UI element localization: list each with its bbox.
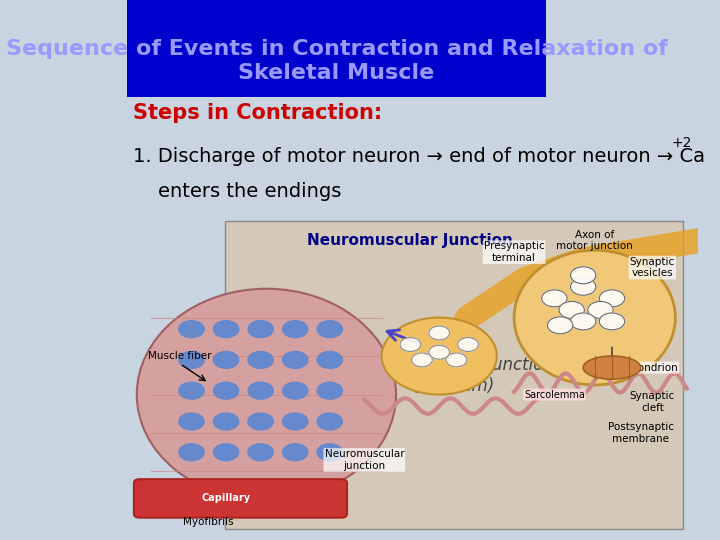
Circle shape: [317, 321, 343, 338]
Circle shape: [317, 352, 343, 368]
Circle shape: [282, 413, 308, 430]
Circle shape: [429, 326, 449, 340]
Circle shape: [213, 352, 239, 368]
Text: 1. Discharge of motor neuron → end of motor neuron → Ca: 1. Discharge of motor neuron → end of mo…: [133, 147, 705, 166]
Circle shape: [570, 313, 596, 330]
Circle shape: [179, 444, 204, 461]
Circle shape: [559, 301, 585, 319]
Text: +2: +2: [671, 136, 692, 150]
Text: Synaptic
vesicles: Synaptic vesicles: [630, 257, 675, 279]
Circle shape: [429, 345, 449, 359]
Circle shape: [248, 382, 274, 399]
Bar: [225, 221, 683, 529]
Circle shape: [213, 382, 239, 399]
Ellipse shape: [137, 289, 396, 501]
Circle shape: [213, 321, 239, 338]
Text: Sequence of Events in Contraction and Relaxation of: Sequence of Events in Contraction and Re…: [6, 38, 667, 59]
Circle shape: [400, 338, 420, 352]
Circle shape: [282, 444, 308, 461]
Circle shape: [317, 444, 343, 461]
Ellipse shape: [382, 318, 497, 395]
Circle shape: [248, 352, 274, 368]
Text: Capillary: Capillary: [202, 494, 251, 503]
Text: Presynaptic
terminal: Presynaptic terminal: [484, 241, 544, 263]
Text: Axon of
motor junction: Axon of motor junction: [557, 230, 633, 252]
Circle shape: [570, 267, 596, 284]
Text: Neuromuscular Junction
(diagram): Neuromuscular Junction (diagram): [354, 356, 554, 395]
Circle shape: [248, 413, 274, 430]
Circle shape: [588, 301, 613, 319]
Text: Skeletal Muscle: Skeletal Muscle: [238, 63, 435, 83]
Circle shape: [179, 382, 204, 399]
FancyBboxPatch shape: [134, 479, 347, 518]
Text: Synaptic
cleft: Synaptic cleft: [630, 392, 675, 413]
Circle shape: [317, 382, 343, 399]
Circle shape: [458, 338, 478, 352]
Text: Mitochondrion: Mitochondrion: [603, 362, 678, 373]
Text: Postsynaptic
membrane: Postsynaptic membrane: [608, 422, 674, 444]
Text: Neuromuscular
junction: Neuromuscular junction: [325, 449, 404, 471]
Circle shape: [541, 290, 567, 307]
Circle shape: [599, 313, 625, 330]
Bar: [127, 0, 546, 97]
Text: Muscle fiber: Muscle fiber: [148, 351, 212, 361]
Circle shape: [248, 444, 274, 461]
Circle shape: [282, 352, 308, 368]
Ellipse shape: [583, 356, 641, 379]
Text: Sarcolemma: Sarcolemma: [524, 389, 585, 400]
Circle shape: [179, 352, 204, 368]
Circle shape: [248, 321, 274, 338]
Text: Steps in Contraction:: Steps in Contraction:: [133, 103, 382, 124]
Circle shape: [547, 317, 573, 334]
Circle shape: [213, 444, 239, 461]
Circle shape: [317, 413, 343, 430]
Circle shape: [412, 353, 432, 367]
Circle shape: [213, 413, 239, 430]
Circle shape: [282, 321, 308, 338]
Circle shape: [570, 278, 596, 295]
Circle shape: [599, 290, 625, 307]
Circle shape: [179, 413, 204, 430]
Text: enters the endings: enters the endings: [133, 182, 341, 201]
Circle shape: [446, 353, 467, 367]
Text: Myofibrils: Myofibrils: [184, 516, 234, 526]
Circle shape: [179, 321, 204, 338]
Text: Neuromuscular Junction: Neuromuscular Junction: [307, 233, 513, 248]
Circle shape: [282, 382, 308, 399]
Ellipse shape: [514, 250, 675, 385]
